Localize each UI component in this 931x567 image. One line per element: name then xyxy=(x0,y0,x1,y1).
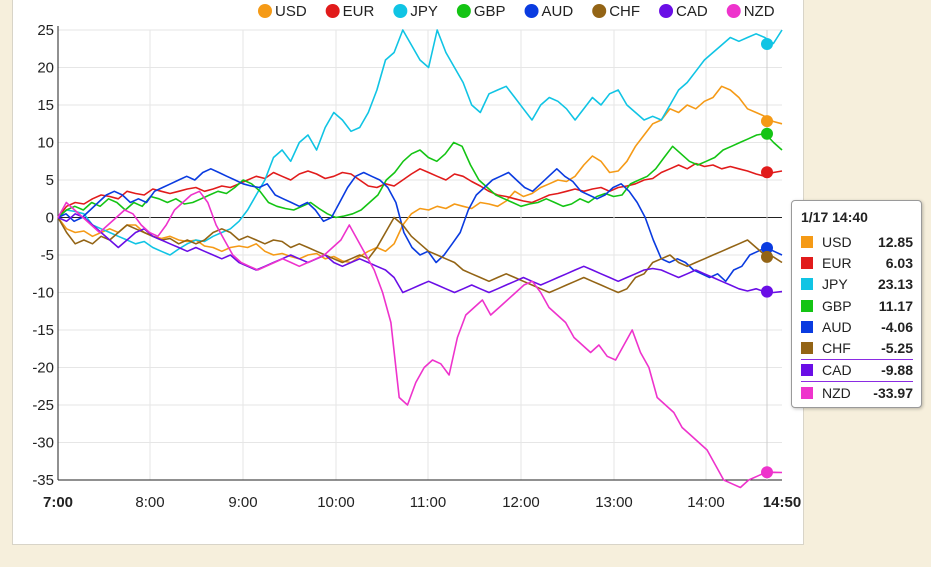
tooltip-row-gbp: GBP 11.17 xyxy=(801,295,913,316)
y-tick-label: 20 xyxy=(37,60,54,77)
tooltip-series-value: 11.17 xyxy=(878,297,913,314)
legend-marker-eur[interactable] xyxy=(325,4,340,18)
series-line-jpy[interactable] xyxy=(57,29,783,256)
legend-label-eur[interactable]: EUR xyxy=(343,3,375,20)
x-tick-label: 13:00 xyxy=(595,494,633,511)
tooltip-series-name: GBP xyxy=(822,297,852,314)
legend-label-nzd[interactable]: NZD xyxy=(744,3,775,20)
hover-marker-jpy xyxy=(761,38,773,51)
y-tick-label: 0 xyxy=(46,210,54,227)
y-tick-label: -20 xyxy=(32,360,54,377)
y-tick-label: -5 xyxy=(41,247,54,264)
y-tick-label: 5 xyxy=(46,172,54,189)
x-tick-label: 12:00 xyxy=(502,494,540,511)
hover-marker-chf xyxy=(761,250,773,263)
tooltip-series-value: -33.97 xyxy=(873,384,913,401)
hover-marker-nzd xyxy=(761,466,773,479)
legend-label-jpy[interactable]: JPY xyxy=(410,3,438,20)
legend-label-aud[interactable]: AUD xyxy=(542,3,574,20)
tooltip-row-aud: AUD -4.06 xyxy=(801,316,913,337)
series-line-gbp[interactable] xyxy=(57,132,783,219)
series-line-chf[interactable] xyxy=(57,216,783,294)
x-tick-label: 7:00 xyxy=(43,494,73,511)
legend-marker-gbp[interactable] xyxy=(456,4,471,18)
tooltip-swatch xyxy=(801,235,813,248)
tooltip-row-usd: USD 12.85 xyxy=(801,231,913,252)
tooltip-row-eur: EUR 6.03 xyxy=(801,252,913,273)
tooltip-series-value: -5.25 xyxy=(881,340,913,357)
series-line-nzd[interactable] xyxy=(57,190,783,489)
hover-marker-usd xyxy=(761,115,773,128)
y-tick-label: -15 xyxy=(32,322,54,339)
tooltip-series-name: CAD xyxy=(822,362,852,379)
legend-marker-cad[interactable] xyxy=(659,4,674,18)
x-tick-label: 11:00 xyxy=(410,494,446,511)
tooltip-series-name: EUR xyxy=(822,254,852,271)
x-tick-label: 9:00 xyxy=(228,494,257,511)
y-tick-label: 10 xyxy=(37,135,54,152)
y-tick-label: -35 xyxy=(32,472,54,489)
tooltip-swatch xyxy=(801,364,813,377)
series-line-cad[interactable] xyxy=(57,213,783,294)
legend-label-usd[interactable]: USD xyxy=(275,3,307,20)
tooltip-series-value: 12.85 xyxy=(877,233,913,250)
y-tick-label: 25 xyxy=(37,22,54,39)
y-tick-label: -30 xyxy=(32,435,54,452)
hover-marker-gbp xyxy=(761,127,773,140)
series-line-usd[interactable] xyxy=(57,85,783,264)
hover-marker-aud xyxy=(761,241,773,254)
tooltip-rows: USD 12.85 EUR 6.03 JPY 23.13 GBP 11.17 AUD -4.06 C… xyxy=(801,231,913,403)
tooltip-swatch xyxy=(801,320,813,333)
chart-panel xyxy=(12,0,804,545)
y-tick-label: -25 xyxy=(32,397,54,414)
x-tick-label: 8:00 xyxy=(135,494,164,511)
legend-marker-nzd[interactable] xyxy=(726,4,741,18)
tooltip-series-name: JPY xyxy=(822,276,848,293)
tooltip-swatch xyxy=(801,299,813,312)
legend-label-cad[interactable]: CAD xyxy=(676,3,708,20)
tooltip-series-name: USD xyxy=(822,233,852,250)
tooltip-row-nzd: NZD -33.97 xyxy=(801,382,913,403)
legend-label-gbp[interactable]: GBP xyxy=(474,3,506,20)
legend-marker-chf[interactable] xyxy=(592,4,607,18)
tooltip-series-name: AUD xyxy=(822,318,852,335)
tooltip-title: 1/17 14:40 xyxy=(801,209,868,225)
tooltip-swatch xyxy=(801,278,813,291)
tooltip-series-name: CHF xyxy=(822,340,851,357)
legend-marker-jpy[interactable] xyxy=(393,4,408,18)
legend-label-chf[interactable]: CHF xyxy=(609,3,640,20)
hover-marker-cad xyxy=(761,285,773,298)
x-tick-label: 14:50 xyxy=(763,494,801,511)
tooltip-series-value: 6.03 xyxy=(885,254,913,271)
x-tick-label: 10:00 xyxy=(317,494,355,511)
hover-tooltip: 1/17 14:40 USD 12.85 EUR 6.03 JPY 23.13 GBP 11.… xyxy=(791,200,922,408)
tooltip-series-name: NZD xyxy=(822,384,851,401)
tooltip-swatch xyxy=(801,256,813,269)
y-tick-label: -10 xyxy=(32,285,54,302)
tooltip-series-value: -9.88 xyxy=(881,362,913,379)
tooltip-series-value: 23.13 xyxy=(877,276,913,293)
legend-marker-usd[interactable] xyxy=(258,4,272,18)
series-line-eur[interactable] xyxy=(57,162,783,218)
x-tick-label: 14:00 xyxy=(687,494,725,511)
tooltip-row-jpy: JPY 23.13 xyxy=(801,274,913,295)
tooltip-swatch xyxy=(801,342,813,355)
legend-marker-aud[interactable] xyxy=(524,4,539,18)
tooltip-series-value: -4.06 xyxy=(881,318,913,335)
tooltip-row-chf: CHF -5.25 xyxy=(801,337,913,360)
hover-marker-eur xyxy=(761,166,773,179)
y-tick-label: 15 xyxy=(37,97,54,114)
tooltip-row-cad: CAD -9.88 xyxy=(801,360,913,383)
tooltip-swatch xyxy=(801,386,813,399)
